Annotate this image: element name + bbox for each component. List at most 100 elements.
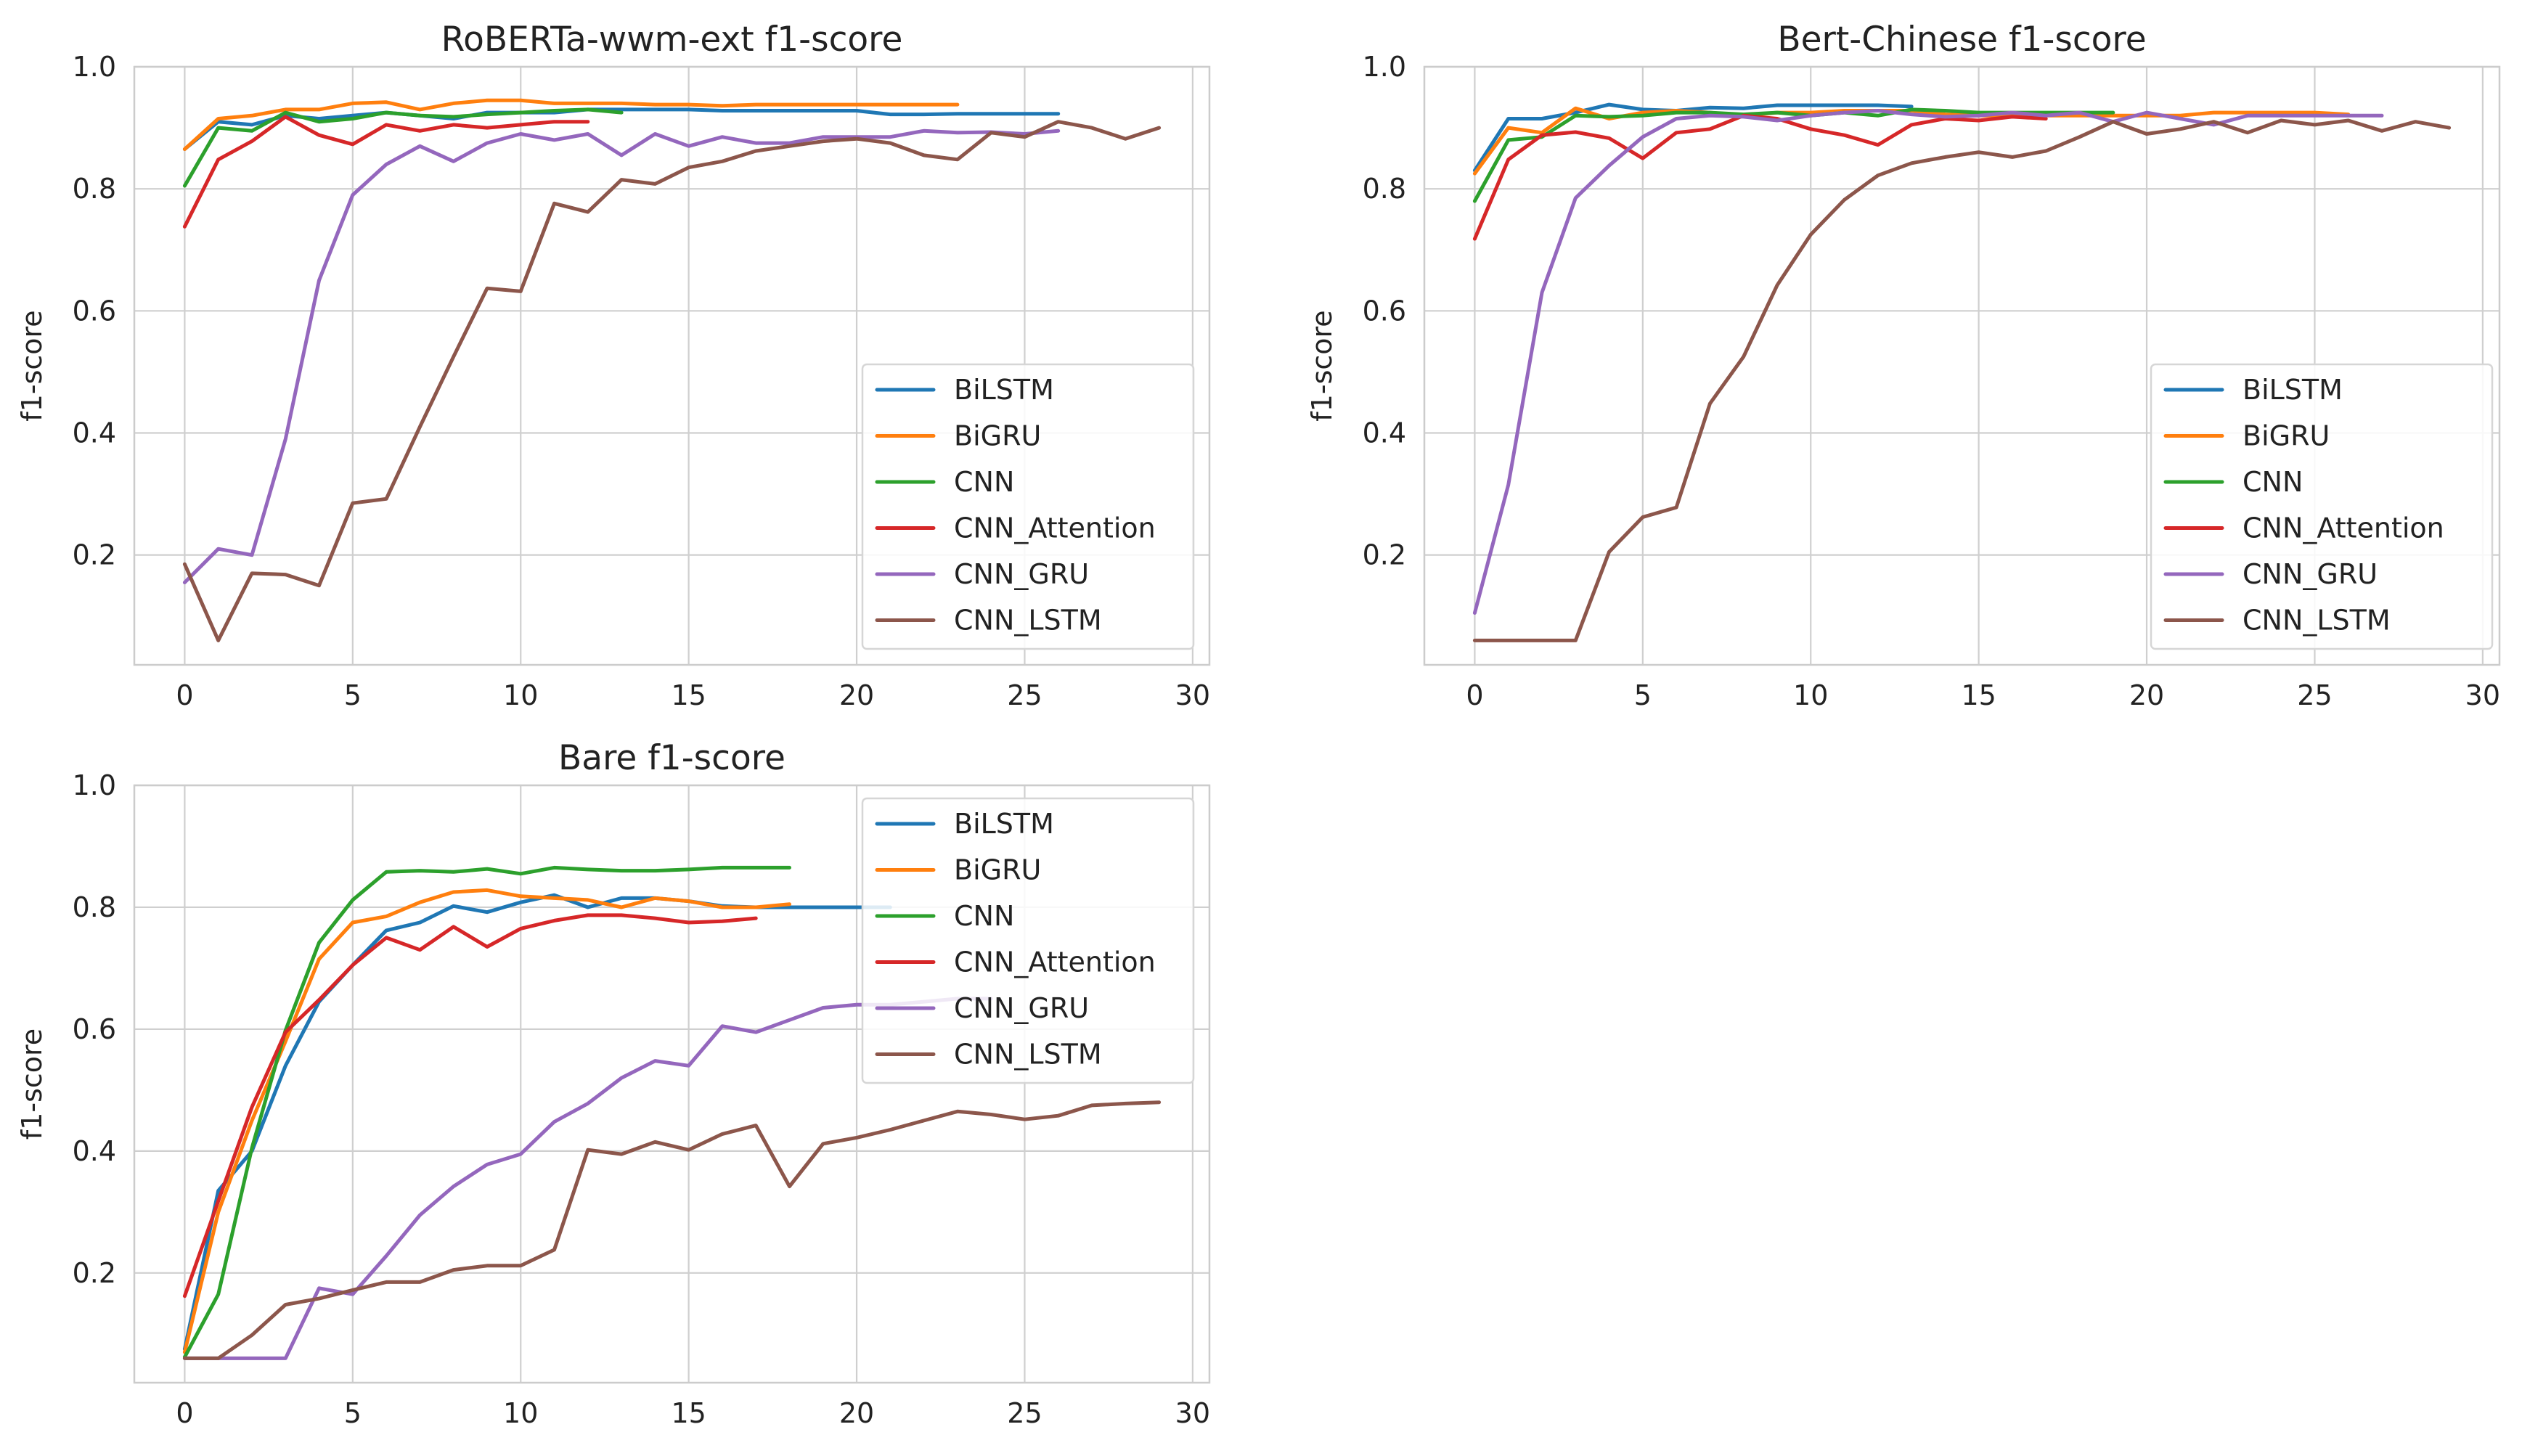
x-tick-label: 20 xyxy=(839,679,874,711)
legend-label: CNN_Attention xyxy=(954,946,1156,978)
chart-title: Bare f1-score xyxy=(558,738,785,778)
legend-label: CNN_GRU xyxy=(954,992,1089,1024)
legend: BiLSTM BiGRU CNN CNN_Attention CNN_GRU CNN_LS… xyxy=(861,363,1195,650)
legend-label: CNN xyxy=(954,900,1014,932)
legend-item: CNN xyxy=(2163,466,2303,498)
legend-item: CNN_GRU xyxy=(875,558,1089,590)
legend-label: BiLSTM xyxy=(954,374,1054,406)
legend-label: CNN_GRU xyxy=(954,558,1089,590)
legend-label: CNN_LSTM xyxy=(2243,605,2391,637)
x-tick-label: 25 xyxy=(1007,679,1042,711)
x-tick-label: 30 xyxy=(1175,1397,1210,1429)
bare-f1-chart: 0 5 10 15 20 25 30 0.2 0.4 0.6 0.8 1.0 Bare f1-score… xyxy=(16,738,1211,1429)
x-tick-label: 20 xyxy=(839,1397,874,1429)
x-tick-label: 5 xyxy=(344,1397,362,1429)
chart-title: Bert-Chinese f1-score xyxy=(1777,20,2146,60)
legend-item: CNN_Attention xyxy=(2163,512,2444,544)
legend-item: CNN_LSTM xyxy=(2163,605,2391,637)
legend-label: BiGRU xyxy=(2243,420,2330,452)
legend-item: BiGRU xyxy=(2163,420,2330,452)
series-line-bilstm xyxy=(182,107,1061,151)
y-tick-label: 0.4 xyxy=(73,417,116,449)
x-tick-label: 5 xyxy=(344,679,362,711)
legend-item: BiLSTM xyxy=(875,374,1054,406)
y-tick-label: 0.4 xyxy=(73,1135,116,1167)
series-line-cnn-attention xyxy=(182,913,758,1298)
roberta-f1-chart: 0 5 10 15 20 25 30 0.2 0.4 0.6 0.8 1.0 RoBERTa-wwm-e… xyxy=(16,20,1211,711)
legend-item: BiGRU xyxy=(875,420,1041,452)
bert-chinese-f1-chart: 0 5 10 15 20 25 30 0.2 0.4 0.6 0.8 1.0 Bert-Chinese … xyxy=(1306,20,2501,711)
legend-item: CNN_GRU xyxy=(875,992,1089,1024)
legend-item: BiLSTM xyxy=(875,808,1054,840)
legend-item: BiGRU xyxy=(875,854,1041,886)
y-tick-label: 1.0 xyxy=(73,51,116,83)
y-axis-label: f1-score xyxy=(16,1028,48,1140)
legend-item: BiLSTM xyxy=(2163,374,2343,406)
series-line-bilstm xyxy=(1472,102,1914,173)
legend-box xyxy=(2150,363,2494,650)
x-tick-label: 15 xyxy=(671,679,706,711)
series-line-cnn-gru xyxy=(182,997,993,1360)
x-tick-label: 0 xyxy=(176,679,193,711)
legend-label: BiLSTM xyxy=(2243,374,2343,406)
y-tick-label: 0.4 xyxy=(1363,417,1406,449)
y-tick-label: 0.2 xyxy=(73,539,116,571)
series-line-cnn-attention xyxy=(182,115,590,229)
x-tick-label: 25 xyxy=(1007,1397,1042,1429)
y-tick-label: 0.8 xyxy=(73,891,116,923)
x-tick-label: 30 xyxy=(1175,679,1210,711)
legend-item: CNN_LSTM xyxy=(875,605,1102,637)
y-tick-label: 1.0 xyxy=(73,769,116,801)
legend-label: CNN_LSTM xyxy=(954,1039,1102,1071)
series-line-cnn xyxy=(182,865,791,1359)
legend-item: CNN_Attention xyxy=(875,946,1156,978)
legend-box xyxy=(861,363,1195,650)
legend-item: CNN_GRU xyxy=(2163,558,2378,590)
series-line-bilstm xyxy=(182,893,892,1351)
x-tick-label: 25 xyxy=(2297,679,2332,711)
legend: BiLSTM BiGRU CNN CNN_Attention CNN_GRU CNN_LS… xyxy=(2150,363,2494,650)
legend-label: CNN xyxy=(954,466,1014,498)
series-line-cnn-lstm xyxy=(182,1100,1162,1360)
series-line-cnn-gru xyxy=(1472,109,2384,615)
y-tick-label: 0.6 xyxy=(1363,295,1406,327)
legend-label: CNN_LSTM xyxy=(954,605,1102,637)
series-line-bigru xyxy=(182,98,960,151)
legend-label: BiGRU xyxy=(954,420,1041,452)
series-line-bigru xyxy=(182,888,791,1354)
y-tick-label: 1.0 xyxy=(1363,51,1406,83)
y-axis-label: f1-score xyxy=(16,310,48,421)
y-tick-label: 0.8 xyxy=(1363,173,1406,205)
x-tick-label: 5 xyxy=(1634,679,1652,711)
legend-item: CNN xyxy=(875,900,1014,932)
x-tick-label: 15 xyxy=(1961,679,1996,711)
legend-label: CNN xyxy=(2243,466,2303,498)
series-line-cnn-gru xyxy=(182,128,1061,584)
legend-label: CNN_GRU xyxy=(2243,558,2378,590)
x-tick-label: 15 xyxy=(671,1397,706,1429)
chart-title: RoBERTa-wwm-ext f1-score xyxy=(441,20,903,60)
x-tick-label: 10 xyxy=(1793,679,1828,711)
y-axis-label: f1-score xyxy=(1306,310,1338,421)
y-tick-label: 0.2 xyxy=(1363,539,1406,571)
series-line-cnn-lstm xyxy=(1472,118,2452,642)
series-line-cnn-attention xyxy=(1472,113,2048,241)
legend-item: CNN_LSTM xyxy=(875,1039,1102,1071)
plot-frame xyxy=(133,784,1211,1384)
series-line-cnn-lstm xyxy=(182,120,1162,642)
plot-frame xyxy=(1423,65,2501,666)
y-tick-label: 0.6 xyxy=(73,295,116,327)
x-tick-label: 10 xyxy=(503,1397,538,1429)
legend: BiLSTM BiGRU CNN CNN_Attention CNN_GRU CNN_LS… xyxy=(861,797,1195,1084)
plot-frame xyxy=(133,65,1211,666)
legend-label: CNN_Attention xyxy=(954,512,1156,544)
y-tick-label: 0.6 xyxy=(73,1013,116,1045)
y-tick-label: 0.2 xyxy=(73,1257,116,1289)
legend-box xyxy=(861,797,1195,1084)
series-line-cnn xyxy=(182,107,624,188)
x-tick-label: 10 xyxy=(503,679,538,711)
legend-item: CNN_Attention xyxy=(875,512,1156,544)
legend-label: CNN_Attention xyxy=(2243,512,2444,544)
legend-item: CNN xyxy=(875,466,1014,498)
x-tick-label: 30 xyxy=(2465,679,2500,711)
